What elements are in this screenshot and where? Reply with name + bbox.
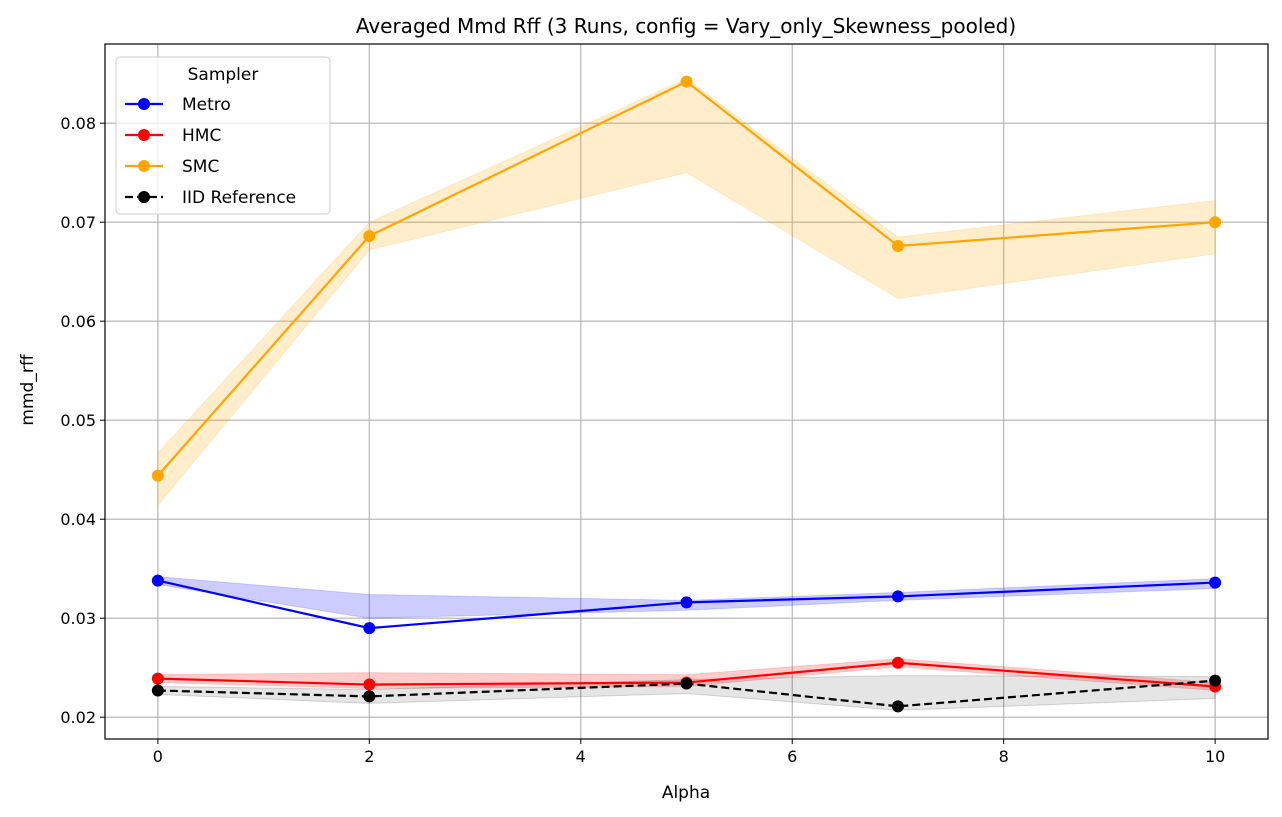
point-iid-reference — [363, 690, 376, 703]
plot-frame — [104, 43, 1269, 740]
point-smc — [151, 469, 164, 482]
y-tick-label: 0.05 — [60, 411, 96, 430]
x-tick-label: 2 — [364, 747, 374, 766]
point-metro — [151, 574, 164, 587]
legend-label-smc: SMC — [182, 157, 219, 177]
axis-ticks: 0 2 4 6 8 10 0.02 0.03 0.04 0.05 0.06 0.07 0.08 — [60, 114, 1225, 766]
point-hmc — [891, 656, 904, 669]
point-metro — [363, 622, 376, 635]
point-smc — [363, 230, 376, 243]
point-metro — [1209, 576, 1222, 589]
point-metro — [891, 590, 904, 603]
point-iid-reference — [680, 677, 693, 690]
chart-title: Averaged Mmd Rff (3 Runs, config = Vary_… — [356, 14, 1016, 38]
point-iid-reference — [1209, 674, 1222, 687]
y-tick-label: 0.07 — [60, 213, 96, 232]
x-tick-label: 4 — [576, 747, 586, 766]
x-tick-label: 10 — [1205, 747, 1225, 766]
legend-label-hmc: HMC — [182, 126, 221, 146]
y-tick-label: 0.06 — [60, 312, 96, 331]
x-axis-label: Alpha — [662, 783, 710, 803]
x-tick-label: 8 — [999, 747, 1009, 766]
y-tick-label: 0.08 — [60, 114, 96, 133]
y-tick-label: 0.03 — [60, 609, 96, 628]
point-hmc — [151, 672, 164, 685]
grid — [105, 44, 1268, 739]
x-tick-label: 0 — [153, 747, 163, 766]
legend-swatch-marker-metro — [138, 98, 150, 110]
y-axis-label: mmd_rff — [18, 353, 38, 425]
legend: Sampler Metro HMC SMC IID Reference — [115, 56, 331, 215]
legend-swatch-marker-smc — [138, 160, 150, 172]
legend-swatch-marker-iid-reference — [138, 191, 150, 203]
legend-swatch-marker-hmc — [138, 129, 150, 141]
point-metro — [680, 596, 693, 609]
legend-title: Sampler — [188, 65, 259, 85]
legend-label-iid-reference: IID Reference — [182, 188, 296, 208]
point-smc — [680, 75, 693, 88]
point-hmc — [363, 678, 376, 691]
point-iid-reference — [151, 684, 164, 697]
legend-box — [115, 56, 331, 215]
point-iid-reference — [891, 700, 904, 713]
point-smc — [891, 239, 904, 252]
y-tick-label: 0.04 — [60, 510, 96, 529]
y-tick-label: 0.02 — [60, 708, 96, 727]
point-smc — [1209, 216, 1222, 229]
series-points — [151, 75, 1222, 713]
band-smc — [157, 78, 1216, 507]
legend-label-metro: Metro — [182, 95, 231, 115]
x-tick-label: 6 — [787, 747, 797, 766]
